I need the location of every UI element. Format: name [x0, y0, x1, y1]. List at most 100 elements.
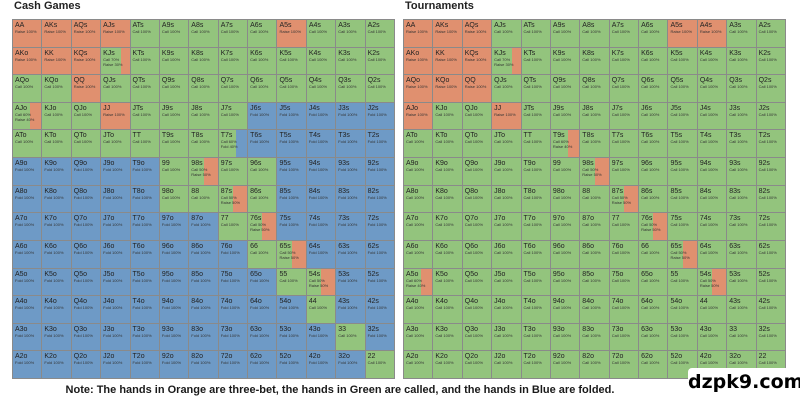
action-label: Call 100% — [406, 167, 425, 173]
action-label: Fold 100% — [308, 249, 328, 255]
hand-label: 75s — [279, 215, 291, 223]
hand-label: KJo — [44, 104, 57, 112]
action-label: Fold 100% — [73, 194, 93, 200]
hand-cell-32s: 32s Call 100% — [756, 323, 785, 351]
action-label: Call 100% — [552, 56, 572, 62]
hand-label: K3o — [44, 325, 57, 333]
hand-cell-94o: 94o Call 100% — [550, 296, 580, 323]
hand-cell-85o: 85o Fold 100% — [189, 268, 218, 296]
hand-cell-t7s: T7s Call 60% Fold 40% — [218, 130, 248, 158]
hand-label: J5o — [103, 270, 115, 278]
action-label: Raise 100% — [670, 29, 693, 34]
hand-cell-95o: 95o Call 100% — [550, 268, 580, 296]
hand-cell-k4s: K4s Call 100% — [306, 47, 336, 75]
hand-cell-jts: JTs Call 100% — [130, 102, 159, 130]
action-label: Call 100% — [611, 305, 630, 311]
action-label: Call 100% — [611, 139, 630, 145]
hand-label: Q9o — [464, 160, 478, 168]
action-label: Call 100% — [250, 56, 269, 62]
hand-label: J5s — [279, 104, 291, 112]
action-label: Call 100% — [44, 139, 63, 145]
hand-label: T8o — [132, 187, 145, 195]
hand-cell-k2o: K2o Fold 100% — [42, 351, 71, 378]
hand-label: A9o — [15, 160, 28, 168]
hand-label: 63s — [729, 242, 741, 250]
action-label: Fold 100% — [15, 222, 35, 228]
action-label: Raise 100% — [279, 29, 302, 34]
hand-label: J5s — [670, 104, 682, 112]
hand-cell-a6s: A6s Call 100% — [639, 20, 668, 47]
hand-label: Q7o — [73, 215, 87, 223]
hand-cell-ajo: AJo Raise 100% — [404, 102, 433, 130]
hand-cell-55: 55 Call 100% — [277, 268, 306, 296]
action-label: Fold 100% — [44, 167, 64, 173]
hand-label: AQo — [15, 77, 30, 85]
hand-label: 42o — [699, 353, 712, 361]
action-label: Fold 100% — [73, 277, 93, 283]
action-label: Call 100% — [15, 139, 34, 145]
hand-cell-83s: 83s Call 100% — [727, 185, 756, 213]
hand-label: KJs — [494, 49, 506, 57]
action-label: Call 100% — [250, 249, 269, 255]
action-label: Raise 100% — [406, 29, 428, 34]
hand-label: 92o — [552, 353, 565, 361]
action-label: Call 100% — [191, 139, 210, 145]
action-label: Fold 100% — [191, 277, 211, 283]
action-label: Call 100% — [729, 167, 748, 173]
action-label: Call 100% — [641, 84, 660, 90]
hand-label: QJs — [494, 77, 507, 85]
hand-label: 22 — [758, 353, 767, 361]
action-label: Call 50% — [250, 222, 267, 228]
hand-cell-73o: 73o Call 100% — [609, 323, 639, 351]
action-label: Call 100% — [582, 139, 601, 145]
action-label: Call 100% — [494, 84, 513, 90]
action-label: Call 100% — [103, 84, 122, 90]
action-label: Fold 100% — [367, 111, 387, 117]
action-label: Fold 100% — [73, 332, 93, 338]
hand-cell-q8o: Q8o Fold 100% — [71, 185, 101, 213]
hand-label: 44 — [308, 298, 317, 306]
hand-cell-t5s: T5s Fold 100% — [277, 130, 306, 158]
hand-cell-a3s: A3s Call 100% — [727, 20, 756, 47]
action-label: Call 100% — [582, 111, 601, 117]
action-label: Call 100% — [758, 139, 777, 145]
hand-label: 76s — [250, 215, 262, 223]
hand-cell-q6s: Q6s Call 100% — [639, 75, 668, 102]
hand-label: T4o — [523, 298, 536, 306]
action-label: Call 100% — [523, 332, 542, 338]
cash-games-title: Cash Games — [14, 0, 81, 12]
hand-label: K2s — [367, 49, 380, 57]
action-label: Fold 100% — [308, 194, 328, 200]
hand-label: A9o — [406, 160, 419, 168]
hand-label: 94o — [552, 298, 565, 306]
action-label: Call 100% — [611, 249, 630, 255]
action-label: Call 100% — [699, 332, 719, 338]
action-label: Fold 100% — [367, 139, 387, 145]
hand-cell-93s: 93s Call 100% — [727, 158, 756, 185]
hand-label: T8s — [191, 132, 203, 140]
action-label: Call 100% — [699, 222, 719, 228]
hand-label: Q7s — [220, 77, 234, 85]
hand-label: Q3o — [73, 325, 87, 333]
hand-cell-q5s: Q5s Call 100% — [668, 75, 697, 102]
action-label: Call 100% — [552, 249, 572, 255]
hand-cell-62o: 62o Call 100% — [639, 351, 668, 378]
hand-label: K4o — [44, 298, 57, 306]
action-label: Call 100% — [729, 139, 748, 145]
action-label: Fold 100% — [132, 167, 152, 173]
hand-cell-q7s: Q7s Call 100% — [218, 75, 248, 102]
hand-label: 98o — [552, 187, 565, 195]
hand-cell-k8o: K8o Fold 100% — [42, 185, 71, 213]
hand-label: AKo — [406, 49, 420, 57]
hand-cell-73s: 73s Call 100% — [727, 213, 756, 240]
hand-label: KTo — [44, 132, 57, 140]
action-label: Call 100% — [523, 84, 542, 90]
action-label: Raise 100% — [464, 84, 487, 90]
action-label: Call 100% — [523, 139, 542, 145]
hand-label: K8s — [582, 49, 595, 57]
hand-cell-q2o: Q2o Call 100% — [462, 351, 492, 378]
hand-cell-j7o: J7o Call 100% — [492, 213, 521, 240]
hand-cell-92o: 92o Fold 100% — [159, 351, 189, 378]
hand-cell-tt: TT Call 100% — [130, 130, 159, 158]
hand-label: A4s — [699, 22, 712, 29]
